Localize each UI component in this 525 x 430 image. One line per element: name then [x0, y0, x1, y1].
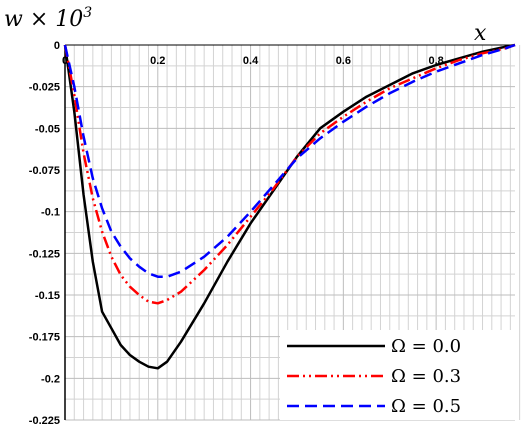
legend: Ω = 0.0 Ω = 0.3 Ω = 0.5	[280, 330, 515, 420]
y-axis-title: w × 103	[4, 5, 92, 32]
y-tick-label: -0.225	[29, 415, 60, 427]
y-tick-label: -0.1	[41, 207, 60, 219]
y-tick-label: 0	[54, 40, 60, 52]
y-tick-label: -0.2	[41, 373, 60, 385]
x-tick-label: 0.2	[150, 55, 165, 67]
y-tick-label: -0.125	[29, 248, 60, 260]
x-tick-label: 0.4	[243, 55, 259, 67]
x-tick-label: 0	[62, 55, 68, 67]
legend-label-2: Ω = 0.5	[391, 396, 461, 417]
series-line-0	[63, 43, 516, 370]
y-tick-label: -0.025	[29, 82, 60, 94]
y-tick-label: -0.15	[35, 290, 60, 302]
series-line-1	[63, 43, 516, 305]
series-line-2	[63, 43, 516, 278]
y-tick-label: -0.075	[29, 165, 60, 177]
legend-label-1: Ω = 0.3	[391, 366, 461, 387]
y-tick-label: -0.175	[29, 332, 60, 344]
legend-label-0: Ω = 0.0	[391, 336, 461, 357]
axes: 0 -0.025 -0.05 -0.075 -0.1 -0.125 -0.15 -0.175 -…	[4, 5, 515, 427]
x-axis-title: x	[474, 21, 487, 46]
y-tick-label: -0.05	[35, 123, 60, 135]
x-tick-label: 0.6	[336, 55, 351, 67]
series-lines	[63, 43, 516, 370]
